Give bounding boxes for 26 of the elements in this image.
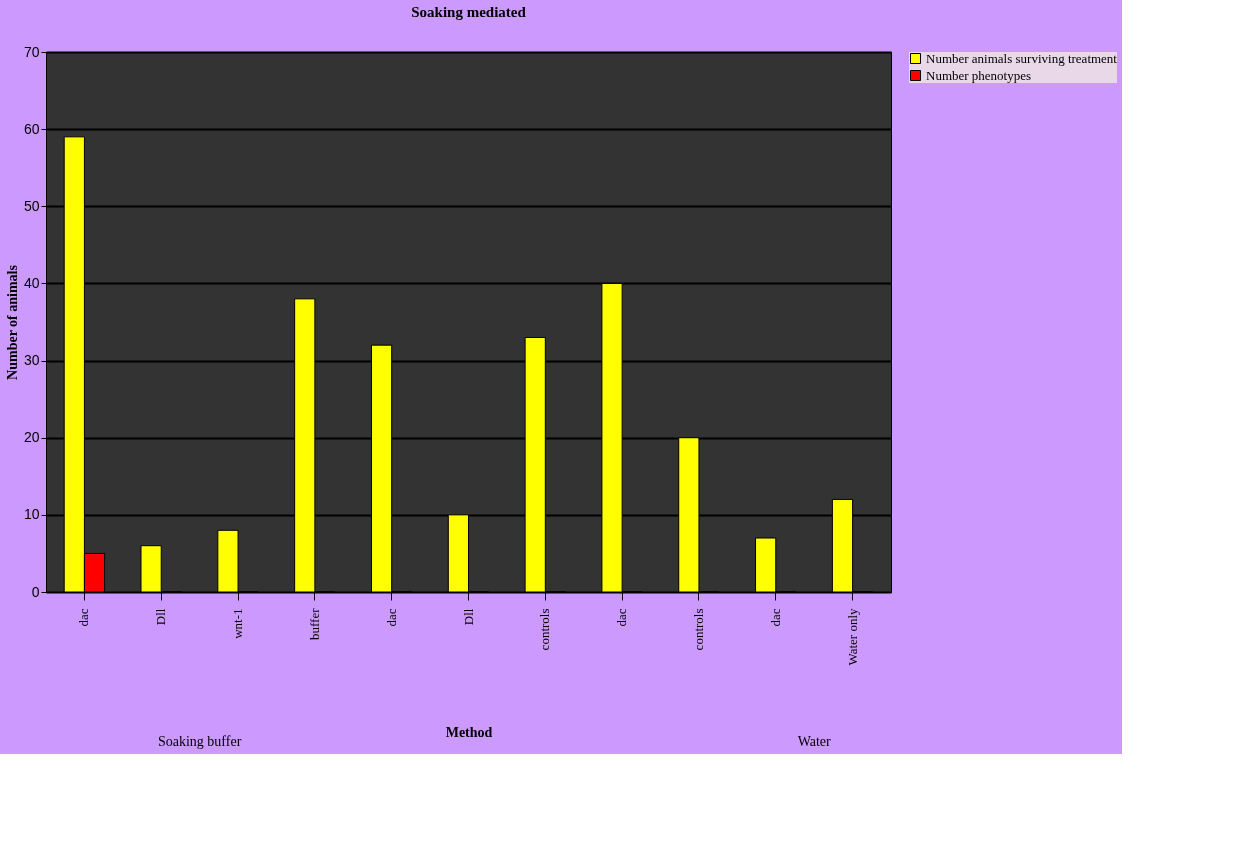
legend-label: Number animals surviving treatment (926, 50, 1118, 66)
y-tick-label: 0 (31, 583, 40, 600)
y-tick-label: 60 (23, 120, 40, 137)
y-tick-label: 50 (23, 197, 40, 214)
x-tick-label: dac (383, 608, 399, 627)
x-tick-label: buffer (306, 607, 322, 641)
y-tick-label: 20 (23, 429, 40, 446)
y-tick-label: 40 (23, 274, 40, 291)
legend-label: Number phenotypes (926, 67, 1032, 83)
x-tick-label: dac (614, 608, 630, 627)
x-tick-label: controls (537, 608, 553, 651)
x-tick-label: dac (767, 608, 783, 627)
x-tick-label: controls (690, 608, 706, 651)
x-tick-label: Water only (844, 608, 860, 666)
x-tick-label: wnt-1 (230, 608, 246, 639)
text: Water (797, 734, 832, 749)
text: Soaking buffer (157, 734, 242, 749)
y-axis-title: Number of animals (4, 264, 20, 380)
y-tick-label: 30 (23, 352, 40, 369)
x-tick-label: Dll (460, 608, 476, 626)
x-tick-label: dac (76, 608, 92, 627)
y-tick-label: 10 (23, 506, 40, 523)
y-tick-label: 70 (23, 43, 40, 60)
x-tick-label: Dll (153, 608, 169, 626)
x-axis-title: Method (445, 724, 493, 740)
chart-title: Soaking mediated (411, 4, 527, 20)
